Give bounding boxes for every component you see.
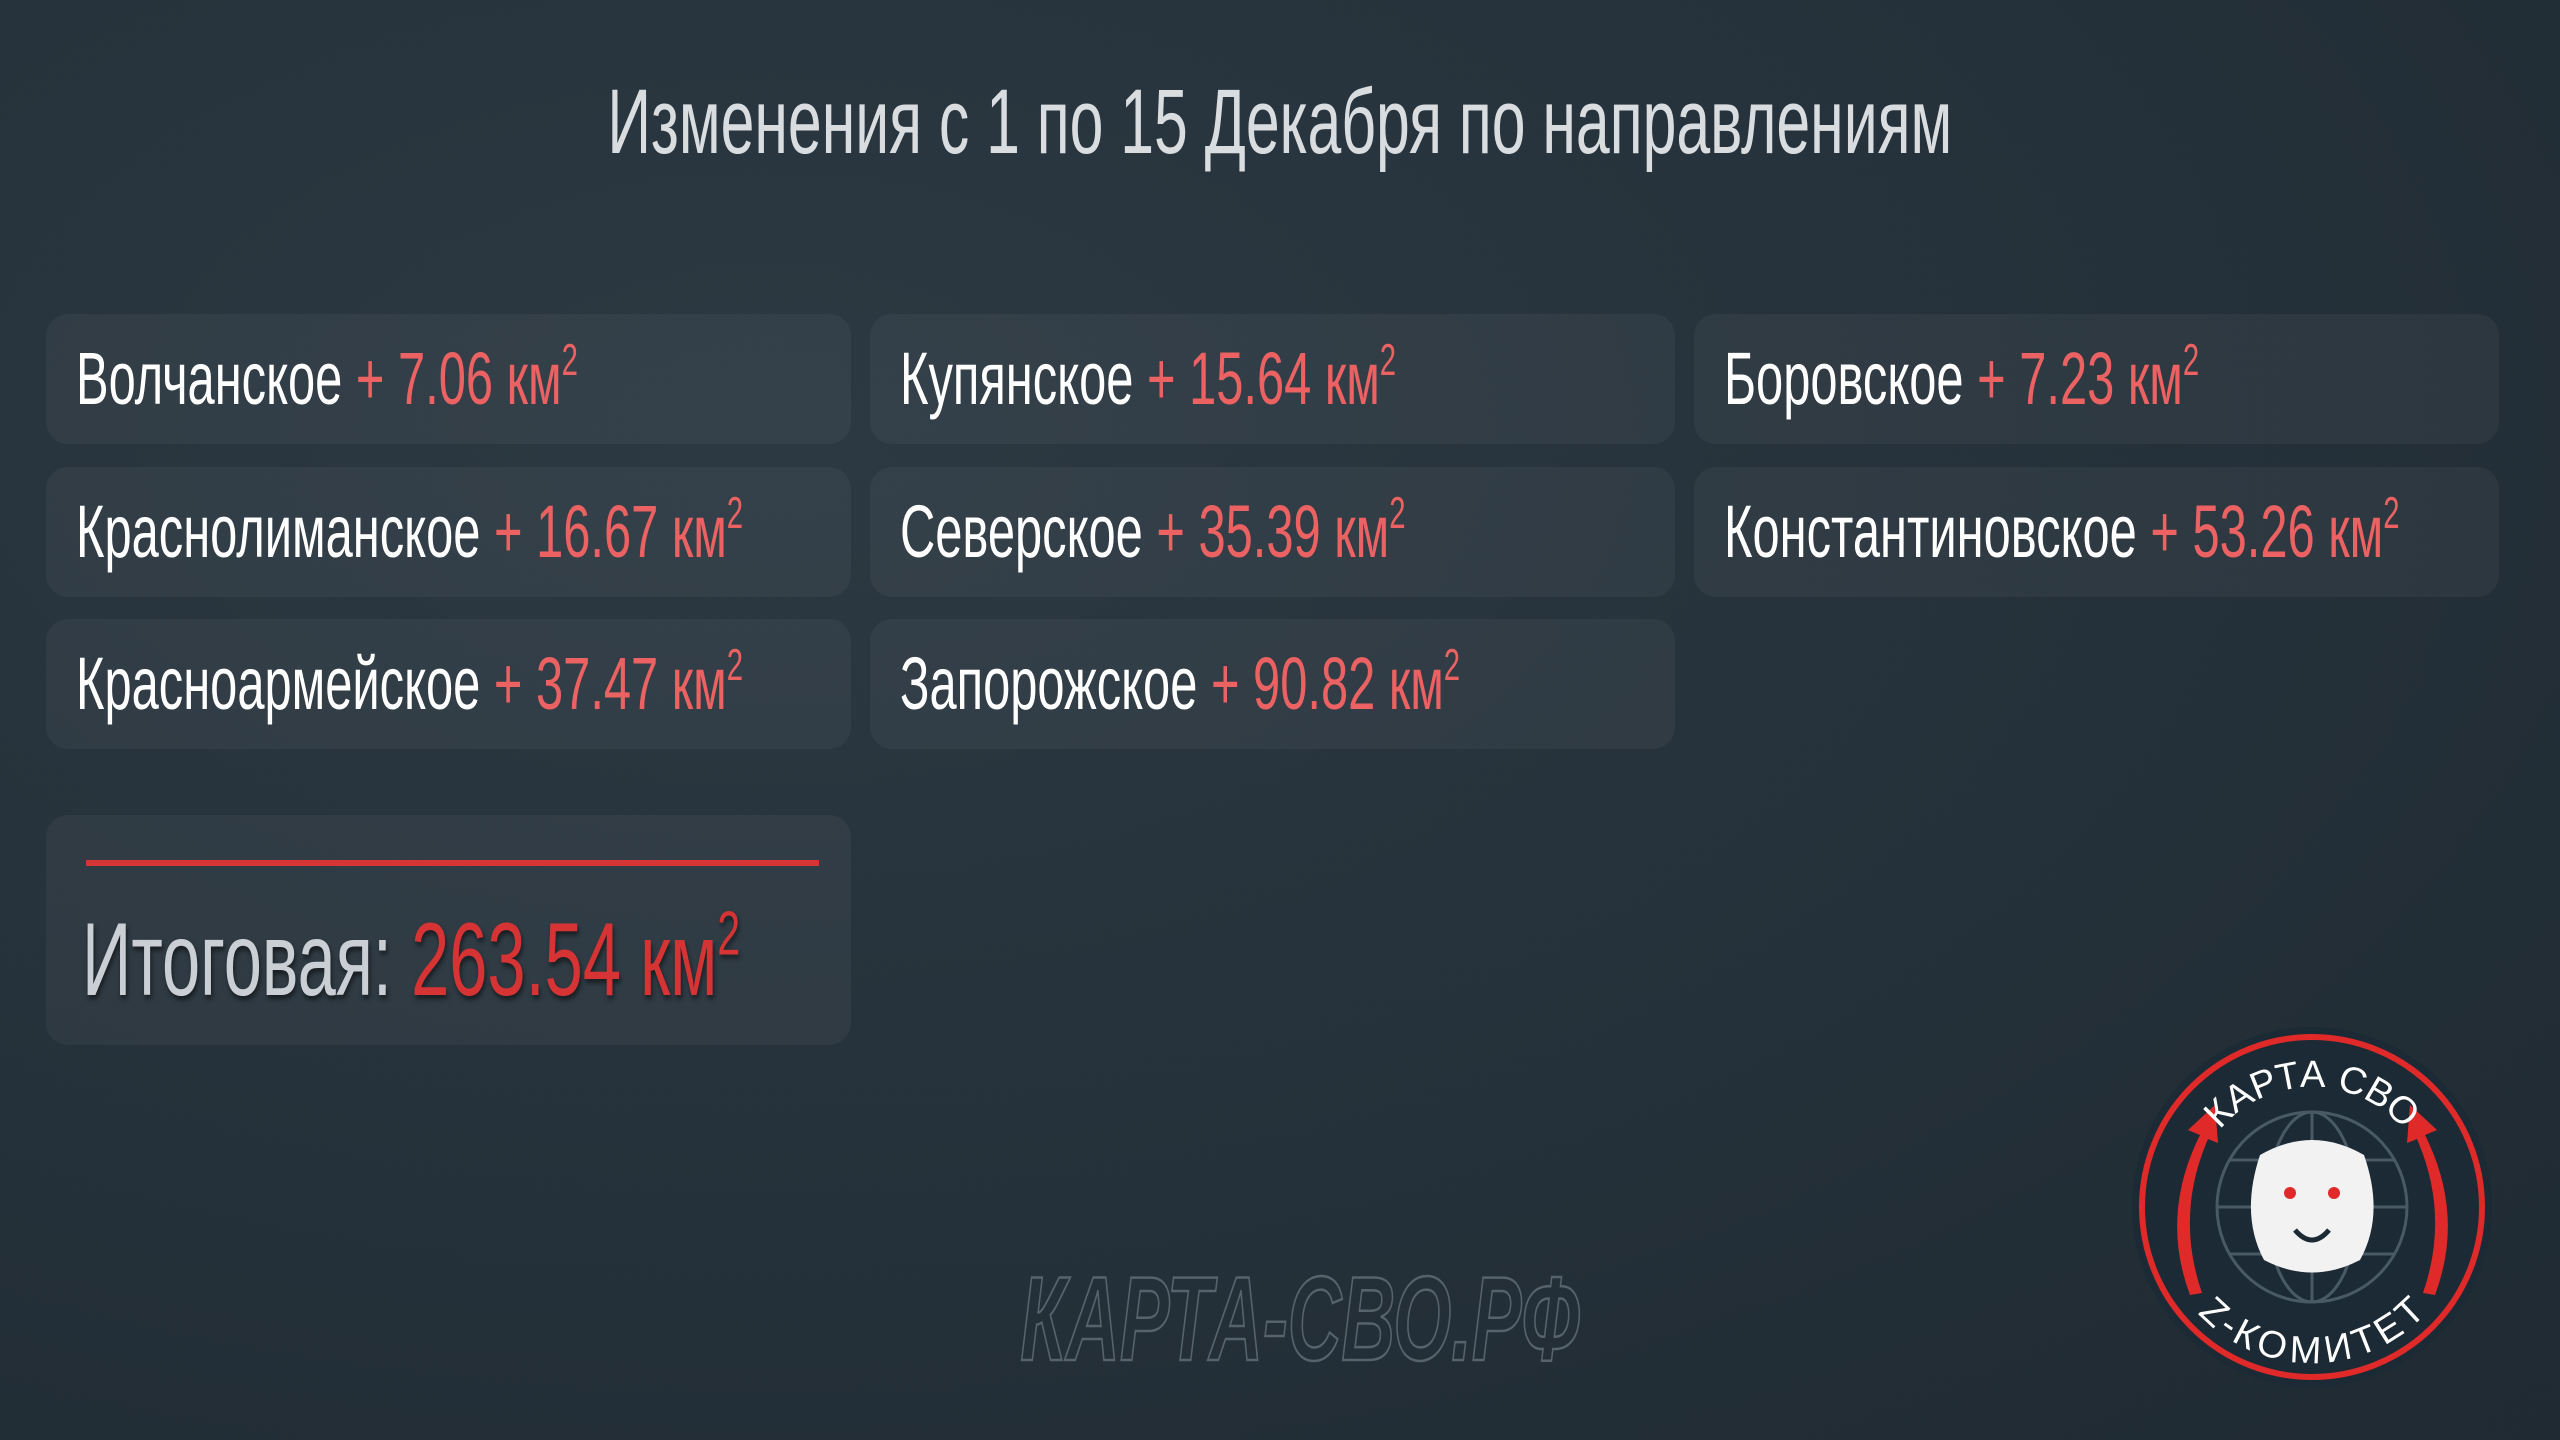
direction-card: Краснолиманское + 16.67 км2 <box>46 467 851 597</box>
direction-value: + 53.26 км <box>2150 490 2384 573</box>
direction-name: Запорожское <box>900 642 1198 725</box>
direction-name: Боровское <box>1724 337 1964 420</box>
direction-value: + 15.64 км <box>1146 337 1380 420</box>
direction-value: + 7.23 км <box>1977 337 2183 420</box>
direction-card: Запорожское + 90.82 км2 <box>870 619 1675 749</box>
direction-card: Константиновское + 53.26 км2 <box>1694 467 2499 597</box>
logo: КАРТА СВО Z-КОМИТЕТ <box>2132 1027 2492 1387</box>
direction-value: + 16.67 км <box>493 490 727 573</box>
direction-name: Волчанское <box>76 337 343 420</box>
total-value: 263.54 км <box>411 902 718 1018</box>
direction-card: Волчанское + 7.06 км2 <box>46 314 851 444</box>
svg-text:КАРТА-СВО.РФ: КАРТА-СВО.РФ <box>1020 1255 1579 1385</box>
divider <box>86 860 819 866</box>
direction-name: Константиновское <box>1724 490 2137 573</box>
direction-value: + 37.47 км <box>493 642 727 725</box>
direction-card: Боровское + 7.23 км2 <box>1694 314 2499 444</box>
direction-name: Купянское <box>900 337 1134 420</box>
total-card: Итоговая: 263.54 км2 <box>46 815 851 1045</box>
direction-value: + 35.39 км <box>1156 490 1390 573</box>
page-title: Изменения с 1 по 15 Декабря по направлен… <box>607 71 1953 173</box>
direction-name: Красноармейское <box>76 642 481 725</box>
direction-value: + 7.06 км <box>355 337 562 420</box>
direction-name: Краснолиманское <box>76 490 481 573</box>
direction-name: Северское <box>900 490 1143 573</box>
direction-card: Красноармейское + 37.47 км2 <box>46 619 851 749</box>
watermark: КАРТА-СВО.РФ <box>1019 1255 1580 1385</box>
direction-value: + 90.82 км <box>1210 642 1444 725</box>
direction-card: Купянское + 15.64 км2 <box>870 314 1675 444</box>
direction-card: Северское + 35.39 км2 <box>870 467 1675 597</box>
total-label: Итоговая: <box>82 902 392 1018</box>
